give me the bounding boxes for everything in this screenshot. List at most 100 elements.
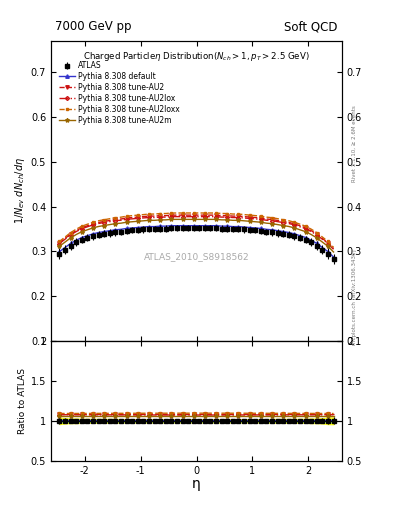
Pythia 8.308 tune-AU2m: [270, 221, 274, 227]
Pythia 8.308 tune-AU2m: [281, 222, 286, 228]
Pythia 8.308 tune-AU2: [314, 231, 319, 237]
Pythia 8.308 tune-AU2m: [314, 234, 319, 241]
Pythia 8.308 tune-AU2loxx: [163, 210, 168, 217]
Pythia 8.308 tune-AU2m: [292, 225, 297, 231]
Pythia 8.308 tune-AU2lox: [264, 217, 269, 223]
Pythia 8.308 tune-AU2: [96, 219, 101, 225]
Pythia 8.308 tune-AU2lox: [136, 216, 140, 222]
Pythia 8.308 tune-AU2loxx: [236, 211, 241, 217]
Pythia 8.308 tune-AU2loxx: [124, 213, 129, 219]
Pythia 8.308 tune-AU2loxx: [292, 219, 297, 225]
Pythia 8.308 tune-AU2lox: [191, 214, 196, 220]
Pythia 8.308 tune-AU2lox: [247, 216, 252, 222]
Pythia 8.308 tune-AU2m: [91, 225, 95, 231]
Pythia 8.308 tune-AU2loxx: [186, 210, 191, 216]
Pythia 8.308 tune-AU2m: [286, 223, 291, 229]
Pythia 8.308 tune-AU2: [152, 213, 157, 219]
Pythia 8.308 tune-AU2m: [320, 239, 325, 245]
Pythia 8.308 default: [141, 224, 146, 230]
Pythia 8.308 tune-AU2lox: [147, 215, 151, 221]
Pythia 8.308 tune-AU2loxx: [119, 214, 123, 220]
Pythia 8.308 tune-AU2: [247, 214, 252, 220]
Pythia 8.308 tune-AU2loxx: [152, 211, 157, 217]
Pythia 8.308 tune-AU2m: [264, 220, 269, 226]
Pythia 8.308 tune-AU2: [141, 214, 146, 220]
X-axis label: η: η: [192, 477, 201, 491]
Pythia 8.308 default: [136, 224, 140, 230]
Pythia 8.308 default: [57, 248, 62, 254]
Pythia 8.308 tune-AU2m: [231, 217, 235, 223]
Pythia 8.308 tune-AU2lox: [281, 220, 286, 226]
Pythia 8.308 tune-AU2lox: [219, 214, 224, 220]
Pythia 8.308 tune-AU2: [113, 217, 118, 223]
Pythia 8.308 tune-AU2m: [119, 220, 123, 226]
Pythia 8.308 tune-AU2m: [180, 216, 185, 222]
Pythia 8.308 tune-AU2: [107, 218, 112, 224]
Text: Rivet 3.1.10, ≥ 2.6M events: Rivet 3.1.10, ≥ 2.6M events: [352, 105, 357, 182]
Pythia 8.308 default: [281, 228, 286, 234]
Pythia 8.308 default: [96, 229, 101, 236]
Pythia 8.308 tune-AU2m: [225, 217, 230, 223]
Pythia 8.308 tune-AU2: [208, 212, 213, 218]
Pythia 8.308 tune-AU2loxx: [91, 219, 95, 225]
Pythia 8.308 default: [107, 228, 112, 234]
Pythia 8.308 tune-AU2lox: [163, 214, 168, 220]
Pythia 8.308 tune-AU2lox: [57, 241, 62, 247]
Pythia 8.308 default: [186, 223, 191, 229]
Pythia 8.308 tune-AU2m: [130, 219, 134, 225]
Pythia 8.308 tune-AU2m: [309, 231, 314, 238]
Pythia 8.308 tune-AU2loxx: [275, 216, 280, 222]
Pythia 8.308 default: [320, 244, 325, 250]
Pythia 8.308 tune-AU2lox: [169, 214, 174, 220]
Pythia 8.308 tune-AU2loxx: [253, 212, 257, 219]
Pythia 8.308 tune-AU2m: [325, 243, 330, 249]
Pythia 8.308 tune-AU2lox: [242, 215, 246, 221]
Pythia 8.308 tune-AU2loxx: [286, 218, 291, 224]
Pythia 8.308 tune-AU2: [219, 212, 224, 219]
Pythia 8.308 tune-AU2lox: [253, 216, 257, 222]
Pythia 8.308 tune-AU2: [174, 212, 179, 218]
Pythia 8.308 tune-AU2lox: [197, 214, 202, 220]
Pythia 8.308 tune-AU2: [286, 219, 291, 225]
Pythia 8.308 tune-AU2loxx: [158, 210, 163, 217]
Pythia 8.308 tune-AU2m: [158, 217, 163, 223]
Pythia 8.308 tune-AU2lox: [214, 214, 219, 220]
Pythia 8.308 tune-AU2loxx: [197, 210, 202, 216]
Pythia 8.308 tune-AU2m: [68, 234, 73, 241]
Pythia 8.308 default: [219, 223, 224, 229]
Pythia 8.308 tune-AU2m: [202, 216, 207, 222]
Pythia 8.308 tune-AU2: [136, 214, 140, 220]
Pythia 8.308 tune-AU2m: [147, 217, 151, 223]
Pythia 8.308 tune-AU2: [281, 218, 286, 224]
Pythia 8.308 tune-AU2lox: [119, 217, 123, 223]
Pythia 8.308 tune-AU2lox: [286, 221, 291, 227]
Pythia 8.308 default: [202, 223, 207, 229]
Pythia 8.308 default: [298, 232, 302, 239]
Y-axis label: $1/N_{ev}\;dN_{ch}/d\eta$: $1/N_{ev}\;dN_{ch}/d\eta$: [13, 157, 27, 224]
Pythia 8.308 tune-AU2: [231, 213, 235, 219]
Pythia 8.308 tune-AU2m: [79, 228, 84, 234]
Text: ATLAS_2010_S8918562: ATLAS_2010_S8918562: [144, 252, 249, 262]
Pythia 8.308 tune-AU2lox: [292, 222, 297, 228]
Pythia 8.308 tune-AU2lox: [130, 216, 134, 222]
Pythia 8.308 tune-AU2: [202, 212, 207, 218]
Pythia 8.308 tune-AU2: [242, 214, 246, 220]
Pythia 8.308 tune-AU2: [298, 223, 302, 229]
Pythia 8.308 default: [214, 223, 219, 229]
Pythia 8.308 tune-AU2: [264, 216, 269, 222]
Pythia 8.308 default: [74, 237, 79, 243]
Pythia 8.308 tune-AU2lox: [174, 214, 179, 220]
Pythia 8.308 tune-AU2loxx: [102, 217, 107, 223]
Pythia 8.308 tune-AU2lox: [231, 215, 235, 221]
Pythia 8.308 default: [208, 223, 213, 229]
Pythia 8.308 tune-AU2loxx: [309, 226, 314, 232]
Pythia 8.308 tune-AU2lox: [79, 226, 84, 232]
Pythia 8.308 tune-AU2loxx: [331, 244, 336, 250]
Pythia 8.308 tune-AU2loxx: [320, 234, 325, 240]
Pythia 8.308 tune-AU2lox: [158, 214, 163, 220]
Pythia 8.308 tune-AU2m: [57, 243, 62, 249]
Pythia 8.308 default: [309, 237, 314, 243]
Pythia 8.308 tune-AU2: [169, 212, 174, 218]
Pythia 8.308 tune-AU2loxx: [180, 210, 185, 216]
Pythia 8.308 tune-AU2: [191, 212, 196, 218]
